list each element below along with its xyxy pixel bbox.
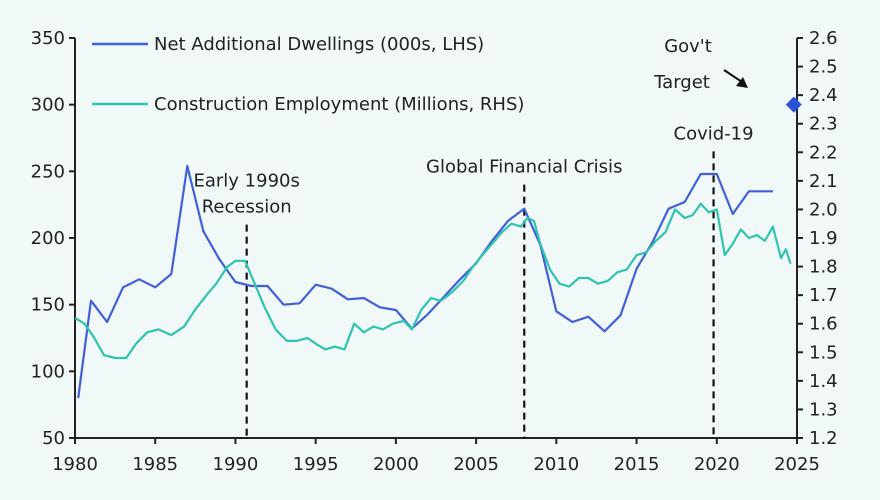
right-tick-label: 2.1 — [809, 171, 838, 192]
x-tick-label: 2005 — [453, 454, 499, 475]
right-tick-label: 1.8 — [809, 257, 838, 278]
x-tick-label: 2000 — [373, 454, 419, 475]
event-label: Covid-19 — [674, 123, 754, 144]
axes: 50 100 150 200 250 300 350 1.2 1.3 1.4 1.5 1.6 1.7 1.… — [31, 28, 838, 475]
right-tick-label: 2.3 — [809, 114, 838, 135]
right-tick-label: 2.2 — [809, 142, 838, 163]
target-label: Target — [653, 72, 710, 93]
right-tick-label: 2.5 — [809, 57, 838, 78]
target-label: Gov't — [664, 36, 712, 57]
target-arrow-head — [736, 77, 748, 88]
left-tick-label: 150 — [31, 295, 65, 316]
target-arrow-shaft — [723, 69, 743, 83]
event-label: Recession — [202, 197, 292, 218]
left-tick-label: 350 — [31, 28, 65, 49]
left-tick-label: 200 — [31, 228, 65, 249]
series-lines — [74, 164, 792, 399]
x-tick-label: 2025 — [774, 454, 820, 475]
right-tick-label: 1.5 — [809, 342, 838, 363]
employment-line — [74, 202, 792, 360]
x-tick-label: 1985 — [132, 454, 178, 475]
left-tick-label: 300 — [31, 95, 65, 116]
legend-label: Net Additional Dwellings (000s, LHS) — [154, 34, 484, 55]
right-tick-label: 1.2 — [809, 428, 838, 449]
x-tick-label: 2010 — [533, 454, 579, 475]
right-tick-label: 1.7 — [809, 285, 838, 306]
right-tick-label: 2.4 — [809, 85, 838, 106]
event-markers: Early 1990s Recession Global Financial Cri… — [193, 123, 754, 438]
legend-label: Construction Employment (Millions, RHS) — [154, 94, 524, 115]
right-tick-label: 1.9 — [809, 228, 838, 249]
legend: Net Additional Dwellings (000s, LHS) Cons… — [92, 34, 524, 115]
event-label: Early 1990s — [193, 171, 299, 192]
target-diamond — [785, 96, 802, 113]
x-tick-label: 2020 — [694, 454, 740, 475]
left-tick-label: 100 — [31, 361, 65, 382]
dwellings-line — [77, 164, 773, 399]
right-tick-label: 1.6 — [809, 314, 838, 335]
right-tick-label: 1.4 — [809, 371, 838, 392]
x-tick-label: 1995 — [293, 454, 339, 475]
x-tick-label: 1990 — [213, 454, 259, 475]
left-tick-label: 50 — [42, 428, 65, 449]
left-tick-label: 250 — [31, 161, 65, 182]
x-tick-label: 2015 — [614, 454, 660, 475]
right-tick-label: 2.0 — [809, 199, 838, 220]
event-label: Global Financial Crisis — [426, 157, 622, 178]
target-annotation: Gov't Target — [653, 36, 802, 113]
x-tick-label: 1980 — [52, 454, 98, 475]
right-tick-label: 1.3 — [809, 399, 838, 420]
right-tick-label: 2.6 — [809, 28, 838, 49]
